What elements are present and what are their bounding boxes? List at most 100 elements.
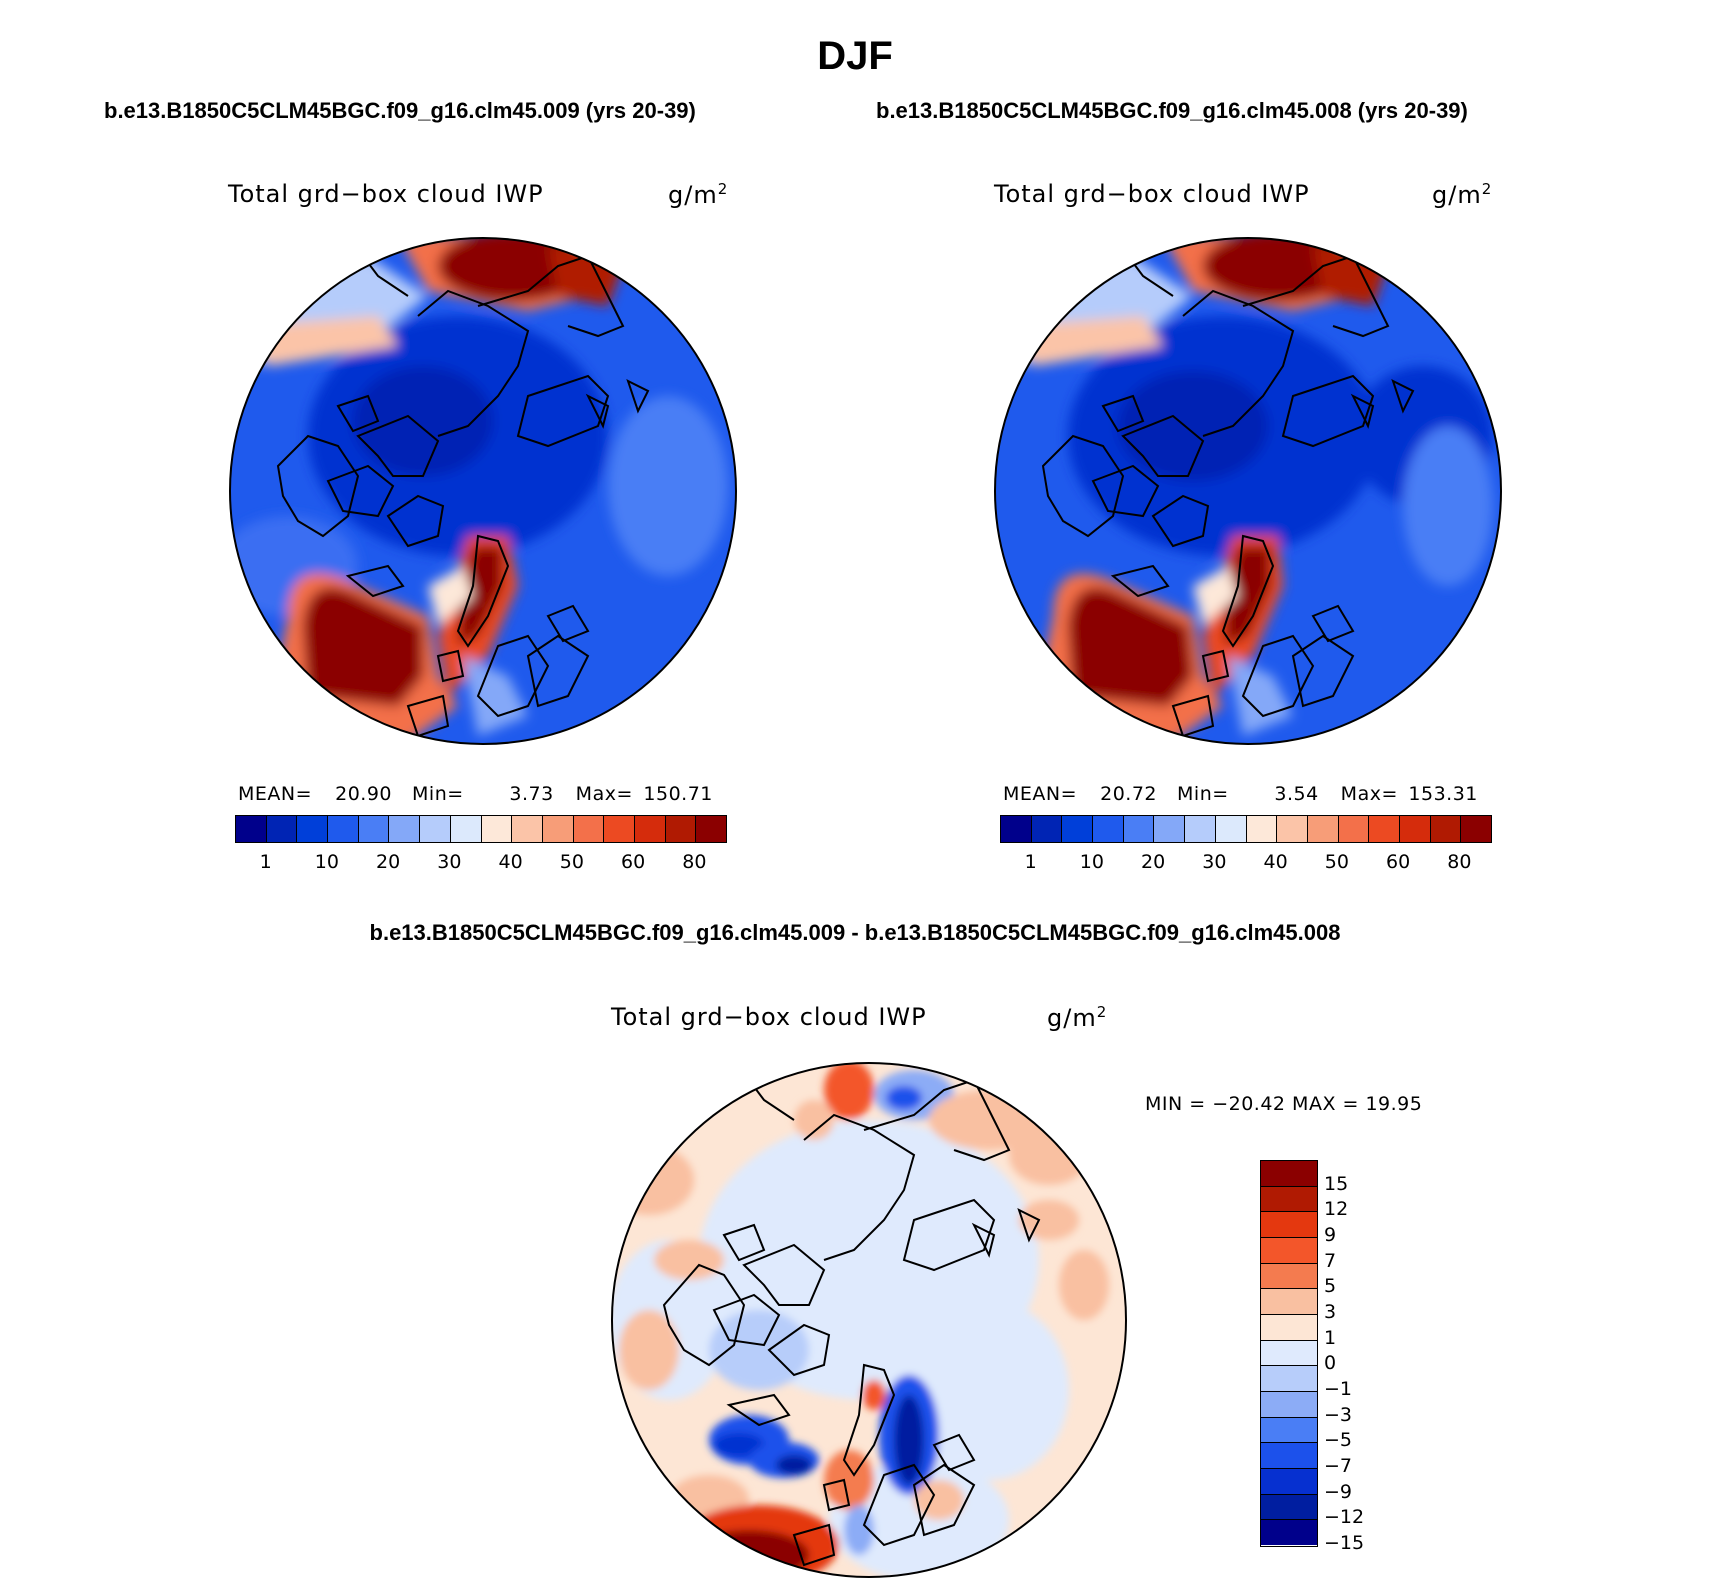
colorbar-swatch — [696, 816, 726, 842]
colorbar-swatch — [1261, 1161, 1317, 1187]
colorbar-swatch — [1261, 1494, 1317, 1521]
diff-minmax: MIN = −20.42 MAX = 19.95 — [1145, 1093, 1423, 1115]
colorbar-tick-label: −5 — [1324, 1429, 1353, 1452]
colorbar-swatch — [1338, 816, 1370, 842]
colorbar-swatch — [1062, 816, 1094, 842]
colorbar-tick-label: 30 — [1202, 851, 1227, 873]
variable-label-diff: Total grd−box cloud IWP — [611, 1003, 927, 1031]
colorbar-swatch — [1307, 816, 1339, 842]
coastlines-left — [276, 245, 650, 738]
colorbar-tick-label: 10 — [314, 851, 339, 873]
variable-label-left: Total grd−box cloud IWP — [228, 180, 544, 208]
colorbar-swatch — [236, 816, 267, 842]
colorbar-tick-label: 80 — [1447, 851, 1472, 873]
colorbar-swatch — [1154, 816, 1186, 842]
colorbar-tick-label: −7 — [1324, 1455, 1353, 1477]
colorbar-tick-label: 0 — [1324, 1352, 1337, 1375]
colorbar-tick-label: 20 — [376, 851, 401, 873]
colorbar-swatch — [1001, 816, 1032, 842]
polar-map-right — [994, 237, 1502, 745]
colorbar-swatch — [604, 816, 635, 842]
units-label-left: g/m2 — [668, 180, 729, 209]
units-label-diff: g/m2 — [1047, 1003, 1108, 1032]
season-title: DJF — [817, 34, 893, 78]
colorbar-tick-label: 40 — [1263, 851, 1288, 873]
colorbar-swatch — [1261, 1237, 1317, 1264]
polar-map-left — [229, 237, 737, 745]
colorbar-swatch — [328, 816, 359, 842]
colorbar-right — [1000, 815, 1492, 843]
colorbar-tick-label: 30 — [437, 851, 462, 873]
colorbar-tick-label: 80 — [682, 851, 707, 873]
colorbar-tick-label: 50 — [1324, 851, 1349, 873]
colorbar-diff — [1260, 1160, 1318, 1547]
colorbar-tick-label: −3 — [1324, 1403, 1353, 1426]
stats-right: MEAN= 20.72 Min= 3.54 Max= 153.31 — [1003, 783, 1478, 805]
colorbar-swatch — [1261, 1212, 1317, 1238]
colorbar-swatch — [1261, 1263, 1317, 1290]
diff-title: b.e13.B1850C5CLM45BGC.f09_g16.clm45.009 … — [369, 920, 1341, 945]
colorbar-tick-label: −12 — [1324, 1506, 1365, 1529]
colorbar-tick-label: 50 — [559, 851, 584, 873]
colorbar-swatch — [1261, 1520, 1317, 1545]
colorbar-tick-label: 15 — [1324, 1172, 1349, 1195]
colorbar-tick-label: 40 — [498, 851, 523, 873]
colorbar-swatch — [1261, 1340, 1317, 1367]
colorbar-tick-label: 10 — [1079, 851, 1104, 873]
colorbar-swatch — [1123, 816, 1155, 842]
colorbar-swatch — [1277, 816, 1308, 842]
colorbar-swatch — [297, 816, 329, 842]
colorbar-swatch — [1399, 816, 1431, 842]
colorbar-tick-label: −15 — [1324, 1532, 1365, 1554]
colorbar-tick-label: 9 — [1324, 1224, 1337, 1246]
colorbar-swatch — [1031, 816, 1063, 842]
colorbar-tick-label: 3 — [1324, 1301, 1337, 1323]
colorbar-tick-label: 12 — [1324, 1198, 1349, 1221]
colorbar-swatch — [389, 816, 421, 842]
coastlines-diff — [662, 1069, 1041, 1567]
coastlines-right — [1041, 245, 1415, 738]
colorbar-tick-label: 20 — [1141, 851, 1166, 873]
colorbar-tick-label: 7 — [1324, 1249, 1337, 1272]
colorbar-swatch — [1261, 1417, 1317, 1444]
map-boundary — [229, 237, 737, 745]
colorbar-swatch — [358, 816, 390, 842]
colorbar-tick-label: 5 — [1324, 1275, 1337, 1298]
colorbar-swatch — [1261, 1314, 1317, 1341]
colorbar-swatch — [450, 816, 482, 842]
colorbar-swatch — [1261, 1468, 1317, 1495]
colorbar-swatch — [1261, 1391, 1317, 1418]
colorbar-swatch — [665, 816, 697, 842]
colorbar-tick-label: −1 — [1324, 1378, 1353, 1400]
colorbar-swatch — [573, 816, 605, 842]
colorbar-swatch — [634, 816, 666, 842]
colorbar-swatch — [1369, 816, 1400, 842]
colorbar-left — [235, 815, 727, 843]
colorbar-tick-label: 60 — [621, 851, 646, 873]
colorbar-tick-label: 1 — [259, 851, 272, 873]
units-label-right: g/m2 — [1432, 180, 1493, 209]
colorbar-swatch — [1261, 1289, 1317, 1315]
colorbar-swatch — [1261, 1443, 1317, 1469]
case-title-left: b.e13.B1850C5CLM45BGC.f09_g16.clm45.009 … — [104, 98, 696, 123]
colorbar-swatch — [1093, 816, 1124, 842]
colorbar-swatch — [1461, 816, 1491, 842]
colorbar-tick-label: −9 — [1324, 1480, 1353, 1503]
colorbar-tick-label: 1 — [1324, 1326, 1337, 1349]
colorbar-swatch — [420, 816, 451, 842]
colorbar-swatch — [1246, 816, 1278, 842]
polar-map-diff — [611, 1062, 1127, 1578]
colorbar-swatch — [1430, 816, 1462, 842]
colorbar-swatch — [266, 816, 298, 842]
variable-label-right: Total grd−box cloud IWP — [994, 180, 1310, 208]
stats-left: MEAN= 20.90 Min= 3.73 Max= 150.71 — [238, 783, 713, 805]
colorbar-swatch — [1215, 816, 1247, 842]
colorbar-swatch — [1261, 1366, 1317, 1392]
colorbar-tick-label: 60 — [1386, 851, 1411, 873]
colorbar-swatch — [1261, 1186, 1317, 1213]
colorbar-swatch — [512, 816, 543, 842]
colorbar-swatch — [542, 816, 574, 842]
colorbar-tick-label: 1 — [1024, 851, 1037, 873]
case-title-right: b.e13.B1850C5CLM45BGC.f09_g16.clm45.008 … — [876, 98, 1468, 123]
colorbar-swatch — [481, 816, 513, 842]
